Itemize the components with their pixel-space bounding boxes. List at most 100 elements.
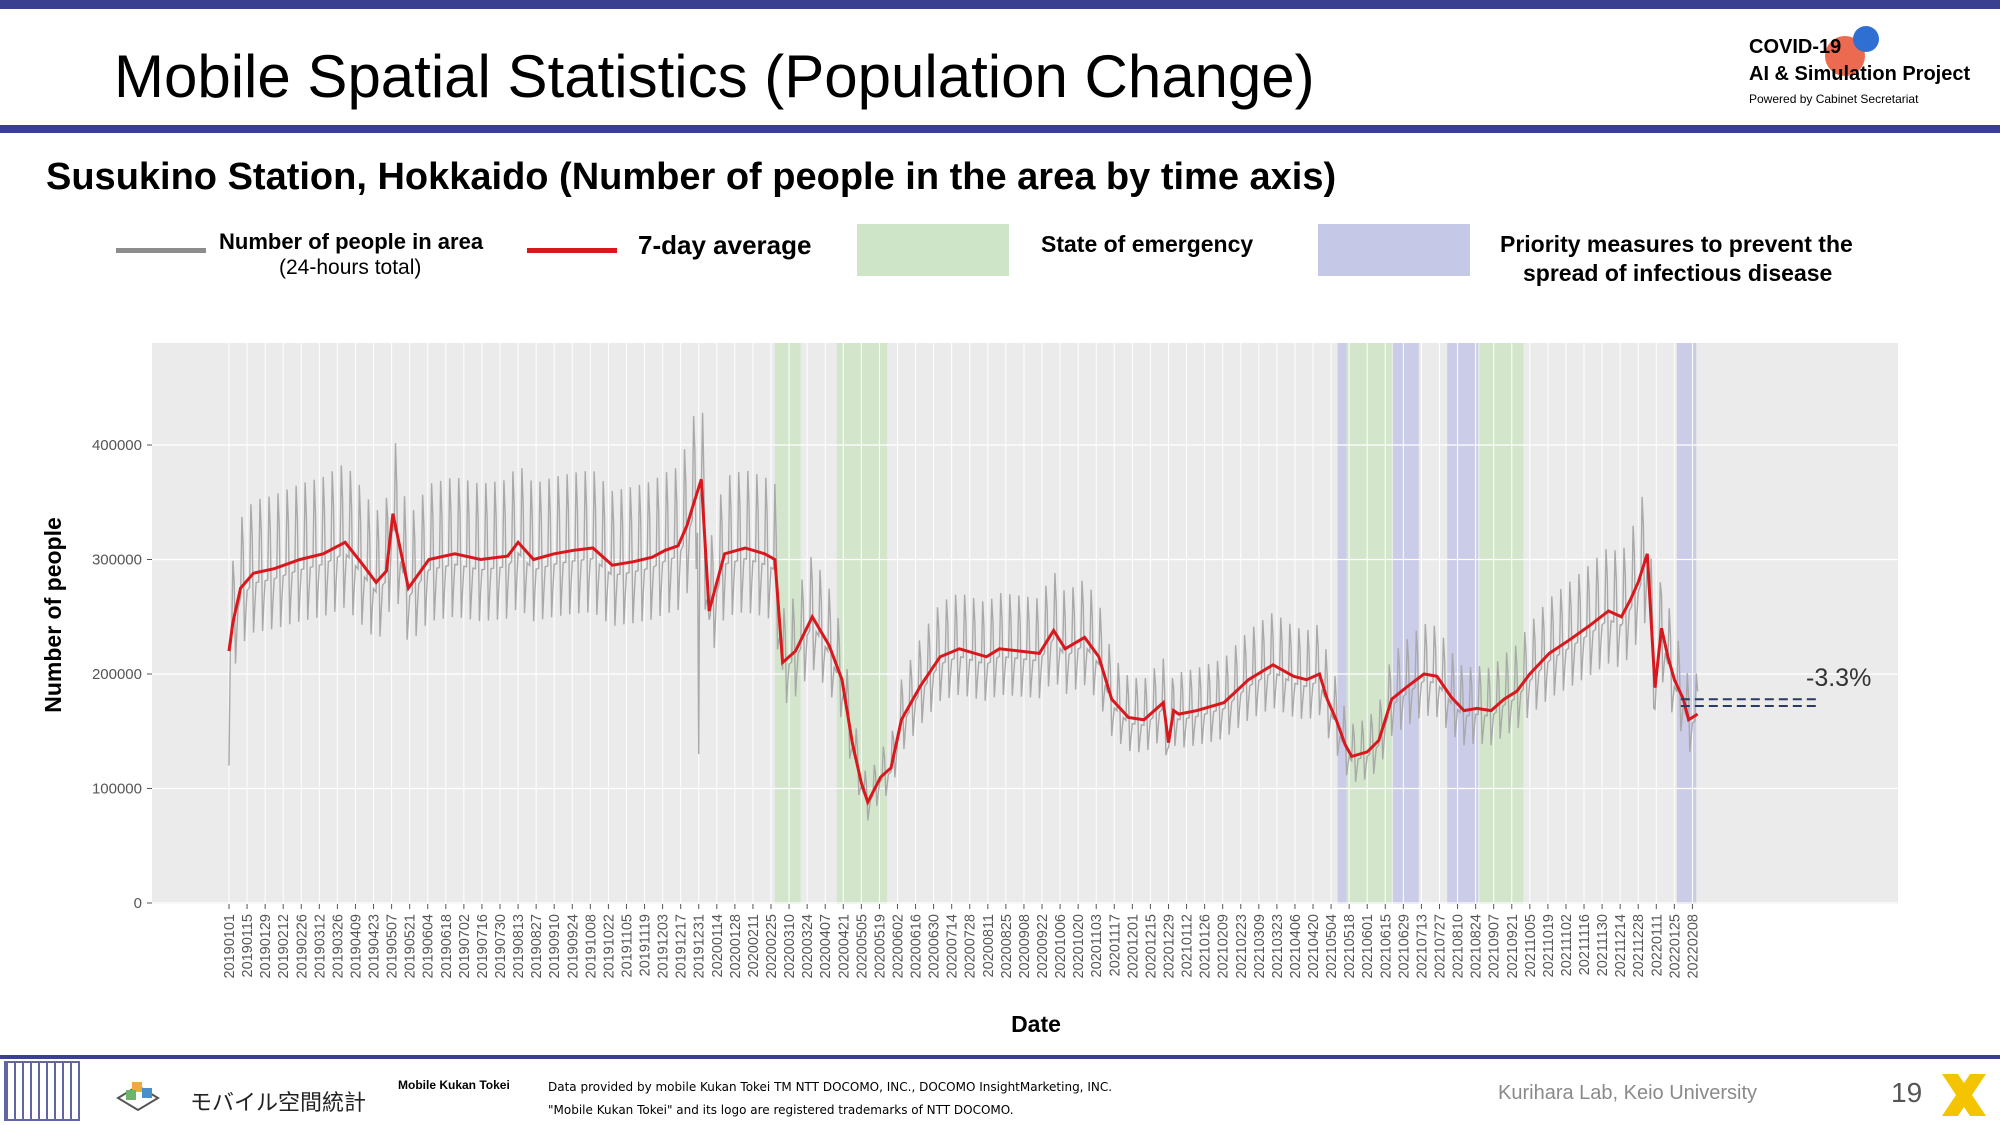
x-tick-label-21: 20191022 [601,914,617,979]
x-tick-label-76: 20211130 [1595,914,1611,976]
legend-priority-swatch [1318,224,1470,276]
x-tick-label-17: 20190827 [529,914,545,979]
y-tick-label-1: 100000 [92,781,142,798]
avg-series-line [227,478,1699,807]
x-tick-label-53: 20210112 [1180,914,1196,977]
logo-line-1: COVID-19 [1749,36,1842,58]
y-tick-label-0: 0 [134,895,142,912]
band-priority-5 [1447,343,1479,904]
band-priority-4 [1393,343,1419,904]
legend-priority-label-1: Priority measures to prevent the [1500,231,1853,257]
x-tick-label-6: 20190326 [330,914,346,979]
x-tick-label-28: 20200128 [728,914,744,979]
x-tick-label-9: 20190507 [385,914,401,979]
x-tick-label-14: 20190716 [475,914,491,979]
x-tick-label-40: 20200714 [945,914,961,979]
x-tick-label-26: 20191231 [692,914,708,979]
x-tick-label-65: 20210629 [1396,914,1412,979]
x-tick-label-67: 20210727 [1432,914,1448,979]
top-accent-bar [0,0,2000,9]
x-tick-label-18: 20190910 [547,914,563,979]
x-tick-label-49: 20201117 [1107,914,1123,976]
x-tick-label-72: 20211005 [1523,914,1539,977]
x-tick-label-32: 20200324 [800,914,816,979]
x-tick-label-75: 20211116 [1577,914,1593,975]
y-tick-label-4: 400000 [92,437,142,454]
x-tick-label-47: 20201020 [1071,914,1087,979]
x-tick-label-20: 20191008 [583,914,599,979]
x-tick-label-80: 20220125 [1667,914,1683,979]
x-tick-label-41: 20200728 [963,914,979,979]
x-tick-label-66: 20210713 [1414,914,1430,979]
x-tick-label-34: 20200421 [836,914,852,979]
x-tick-label-62: 20210518 [1342,914,1358,979]
legend-emergency-label: State of emergency [1041,231,1254,257]
x-tick-label-38: 20200616 [909,914,925,979]
legend-avg-label: 7-day average [638,230,812,260]
x-tick-label-11: 20190604 [421,914,437,979]
footer-brand-jp: モバイル空間統計 [190,1090,367,1115]
x-tick-label-8: 20190423 [367,914,383,979]
logo-line-3: Powered by Cabinet Secretariat [1749,92,1919,106]
x-tick-label-43: 20200825 [999,914,1015,979]
legend-daily-swatch [116,248,206,253]
x-tick-label-2: 20190129 [258,914,274,979]
x-tick-label-69: 20210824 [1469,914,1485,979]
x-tick-label-35: 20200505 [854,914,870,979]
x-tick-label-29: 20200211 [746,914,762,977]
mobile-kukan-logo-icon [112,1078,172,1114]
x-tick-label-63: 20210601 [1360,914,1376,979]
x-tick-label-25: 20191217 [674,914,690,979]
y-tick-label-2: 200000 [92,666,142,683]
x-tick-label-4: 20190226 [294,914,310,979]
x-tick-label-57: 20210309 [1252,914,1268,979]
x-tick-label-5: 20190312 [312,914,328,979]
footer-brand-en: Mobile Kukan Tokei [398,1078,510,1092]
x-tick-label-0: 20190101 [222,914,238,979]
x-tick-label-30: 20200225 [764,914,780,979]
x-tick-label-31: 20200310 [782,914,798,979]
x-tick-label-27: 20200114 [710,914,726,977]
footer-lab: Kurihara Lab, Keio University [1498,1082,1758,1104]
x-tick-label-50: 20201201 [1125,914,1141,979]
x-tick-label-36: 20200519 [872,914,888,979]
band-priority-2 [1337,343,1347,904]
page-number: 19 [1891,1077,1923,1108]
x-tick-label-56: 20210223 [1234,914,1250,979]
x-tick-label-74: 20211102 [1559,914,1575,976]
x-tick-label-79: 20220111 [1649,914,1665,976]
legend-emergency-swatch [857,224,1009,276]
x-tick-label-77: 20211214 [1613,914,1629,977]
x-tick-label-54: 20210126 [1198,914,1214,979]
logo-line-2: AI & Simulation Project [1749,63,1971,85]
annotation-label: -3.3% [1806,664,1871,692]
band-emergency-3 [1346,343,1392,904]
x-tick-label-24: 20191203 [656,914,672,979]
x-tick-label-44: 20200908 [1017,914,1033,979]
x-tick-label-12: 20190618 [439,914,455,979]
daily-series-line [228,412,1699,821]
x-tick-label-48: 20201103 [1089,914,1105,977]
x-tick-label-61: 20210504 [1324,914,1340,979]
footer-credit-1: Data provided by mobile Kukan Tokei TM N… [548,1080,1113,1094]
x-tick-label-7: 20190409 [348,914,364,979]
x-tick-label-15: 20190730 [493,914,509,979]
band-emergency-6 [1479,343,1524,904]
x-tick-label-81: 20220208 [1685,914,1701,979]
band-priority-7 [1676,343,1697,904]
legend-avg-swatch [527,248,617,253]
x-tick-label-19: 20190924 [565,914,581,979]
x-tick-label-10: 20190521 [403,914,419,979]
x-tick-label-71: 20210921 [1505,914,1521,979]
plot-background [152,343,1898,904]
footer-divider [0,1055,2000,1059]
x-tick-label-33: 20200407 [818,914,834,979]
title-divider-bar [0,125,2000,133]
population-chart: 0 100000 200000 300000 400000 20190101 2019011… [40,343,1898,1037]
x-tick-label-68: 20210810 [1451,914,1467,979]
legend-priority-label-2: spread of infectious disease [1523,260,1833,286]
x-axis-label: Date [1011,1011,1061,1037]
x-tick-label-73: 20211019 [1541,914,1557,977]
x-tick-label-55: 20210209 [1216,914,1232,979]
y-axis-label: Number of people [40,517,66,713]
